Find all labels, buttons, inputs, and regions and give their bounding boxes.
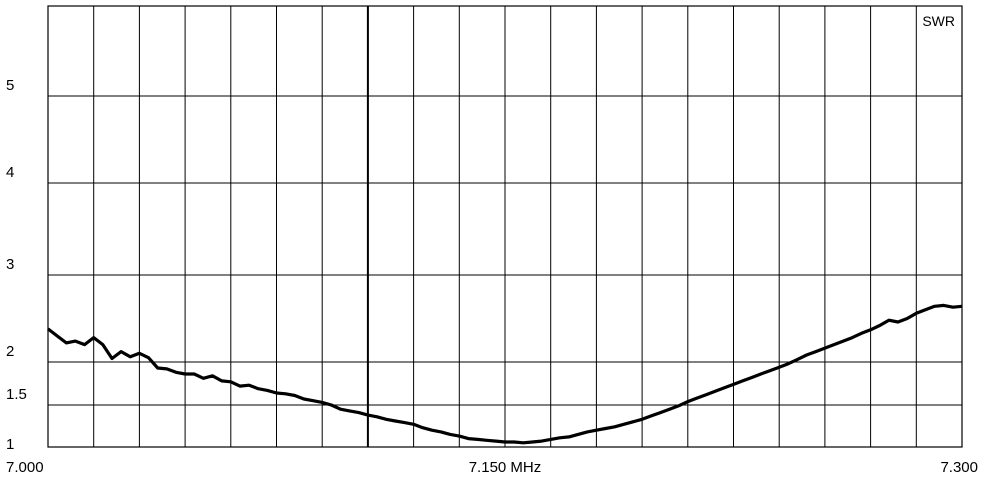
y-tick-label: 1.5	[6, 386, 27, 403]
y-axis-ticks: 1 1.5 2 3 4 5	[6, 77, 27, 453]
series-line-swr	[47, 303, 963, 445]
y-tick-label: 3	[6, 256, 14, 273]
y-tick-label: 4	[6, 164, 14, 181]
series-label: SWR	[922, 13, 955, 29]
y-tick-label: 1	[6, 436, 14, 453]
x-tick-label: 7.150 MHz	[469, 459, 542, 476]
series-group	[47, 303, 963, 445]
y-tick-label: 5	[6, 77, 14, 94]
x-tick-label: 7.000	[6, 459, 44, 476]
y-tick-label: 2	[6, 343, 14, 360]
x-axis-ticks: 7.000 7.150 MHz 7.300	[6, 459, 978, 476]
x-tick-label: 7.300	[940, 459, 978, 476]
grid	[47, 5, 963, 448]
